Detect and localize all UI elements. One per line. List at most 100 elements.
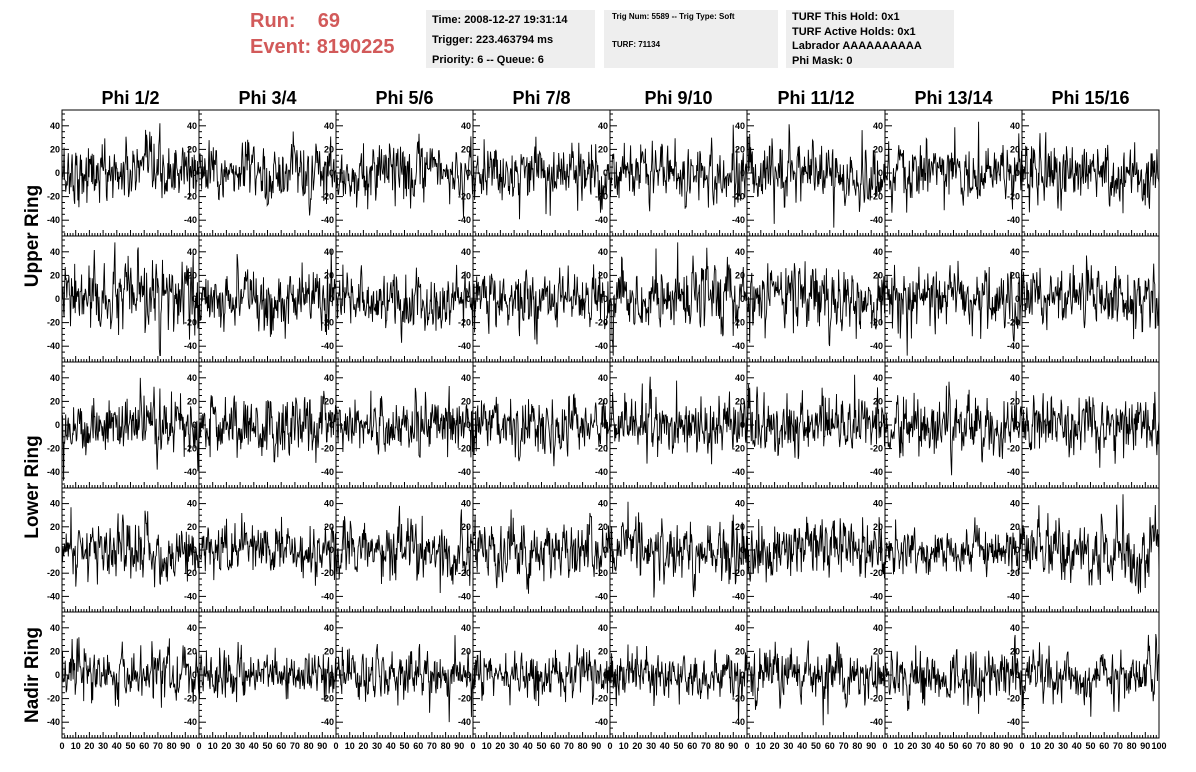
y-tick-label: 40 <box>873 623 883 633</box>
turf-text: TURF: 71134 <box>612 40 661 49</box>
y-tick-label: 20 <box>598 522 608 532</box>
x-tick-label: 60 <box>1099 741 1109 751</box>
y-tick-label: -20 <box>47 192 60 202</box>
x-tick-label: 70 <box>290 741 300 751</box>
y-tick-label: 0 <box>329 670 334 680</box>
y-tick-label: -40 <box>184 467 197 477</box>
trigger-text: Trigger: 223.463794 ms <box>432 34 554 46</box>
y-tick-label: 0 <box>466 670 471 680</box>
y-tick-label: 0 <box>466 168 471 178</box>
y-tick-label: 0 <box>603 545 608 555</box>
y-tick-label: -40 <box>595 467 608 477</box>
y-tick-label: -40 <box>732 591 745 601</box>
y-tick-label: 20 <box>324 522 334 532</box>
y-tick-label: 20 <box>735 646 745 656</box>
y-tick-label: 20 <box>873 646 883 656</box>
y-tick-label: 40 <box>324 373 334 383</box>
waveform-trace <box>335 264 474 343</box>
y-tick-label: 20 <box>50 646 60 656</box>
x-tick-label: 50 <box>262 741 272 751</box>
y-tick-label: -20 <box>184 694 197 704</box>
waveform-trace <box>198 512 337 586</box>
y-tick-label: -20 <box>732 568 745 578</box>
ring-label: Lower Ring <box>22 435 43 538</box>
y-tick-label: 40 <box>50 121 60 131</box>
y-tick-label: -40 <box>458 341 471 351</box>
y-tick-label: -20 <box>458 694 471 704</box>
x-tick-label: 60 <box>139 741 149 751</box>
waveform-trace <box>1021 132 1160 214</box>
x-tick-label: 40 <box>386 741 396 751</box>
y-tick-label: 40 <box>50 623 60 633</box>
y-tick-label: -40 <box>47 215 60 225</box>
waveform-trace <box>61 377 200 481</box>
trig-num-text: Trig Num: 5589 -- Trig Type: Soft <box>612 12 735 21</box>
waveform-trace <box>472 393 611 467</box>
y-tick-label: 20 <box>461 270 471 280</box>
y-tick-label: -40 <box>321 591 334 601</box>
waveform-trace <box>472 264 611 345</box>
y-tick-label: -20 <box>1007 568 1020 578</box>
y-tick-label: -40 <box>1007 591 1020 601</box>
run-event-box: Run: 69 Event: 8190225 <box>250 8 395 60</box>
panel-frame <box>1021 235 1160 363</box>
trigger-info-box: Trig Num: 5589 -- Trig Type: Soft TURF: … <box>604 10 778 68</box>
x-tick-label: 10 <box>71 741 81 751</box>
x-tick-label: 10 <box>208 741 218 751</box>
x-tick-label: 40 <box>249 741 259 751</box>
x-tick-label: 30 <box>783 741 793 751</box>
y-tick-label: 20 <box>598 270 608 280</box>
y-tick-label: 20 <box>461 522 471 532</box>
waveform-trace <box>746 516 886 583</box>
waveform-trace <box>335 505 474 594</box>
y-tick-label: -20 <box>732 318 745 328</box>
y-tick-label: 0 <box>1015 294 1020 304</box>
panel-frame <box>198 109 337 237</box>
x-tick-label: 20 <box>495 741 505 751</box>
y-tick-label: 20 <box>735 144 745 154</box>
y-tick-label: -20 <box>321 568 334 578</box>
x-tick-label: 50 <box>1085 741 1095 751</box>
y-tick-label: 20 <box>324 396 334 406</box>
x-tick-label: 20 <box>770 741 780 751</box>
phi-sector-label: Phi 1/2 <box>101 88 159 108</box>
y-tick-label: 40 <box>873 121 883 131</box>
y-tick-label: 0 <box>878 545 883 555</box>
y-tick-label: 0 <box>192 294 197 304</box>
panel-frame <box>61 361 200 489</box>
phi-sector-label: Phi 9/10 <box>644 88 712 108</box>
y-tick-label: 40 <box>1010 121 1020 131</box>
run-label: Run: <box>250 10 296 32</box>
y-tick-label: -20 <box>321 192 334 202</box>
y-tick-label: -40 <box>321 467 334 477</box>
y-tick-label: -40 <box>458 467 471 477</box>
waveform-trace <box>61 242 200 357</box>
x-tick-label: 50 <box>536 741 546 751</box>
y-tick-label: -20 <box>870 444 883 454</box>
x-tick-label: 30 <box>235 741 245 751</box>
y-tick-label: -40 <box>1007 717 1020 727</box>
y-tick-label: 0 <box>192 420 197 430</box>
y-tick-label: 0 <box>329 420 334 430</box>
x-tick-label: 20 <box>632 741 642 751</box>
y-tick-label: -20 <box>732 192 745 202</box>
y-tick-label: -40 <box>47 717 60 727</box>
y-tick-label: 40 <box>598 373 608 383</box>
y-tick-label: 0 <box>878 670 883 680</box>
y-tick-label: -40 <box>458 591 471 601</box>
x-tick-label: 70 <box>976 741 986 751</box>
x-tick-label: 30 <box>646 741 656 751</box>
waveform-trace <box>746 374 886 460</box>
y-tick-label: 20 <box>873 522 883 532</box>
y-tick-label: 20 <box>1010 144 1020 154</box>
y-tick-label: -40 <box>47 467 60 477</box>
x-tick-label: 0 <box>59 741 64 751</box>
y-tick-label: 40 <box>461 623 471 633</box>
y-tick-label: -40 <box>184 717 197 727</box>
y-tick-label: 20 <box>461 396 471 406</box>
y-tick-label: 40 <box>1010 373 1020 383</box>
y-tick-label: -20 <box>47 694 60 704</box>
x-tick-label: 80 <box>167 741 177 751</box>
labrador-text: Labrador AAAAAAAAAA <box>792 40 922 52</box>
